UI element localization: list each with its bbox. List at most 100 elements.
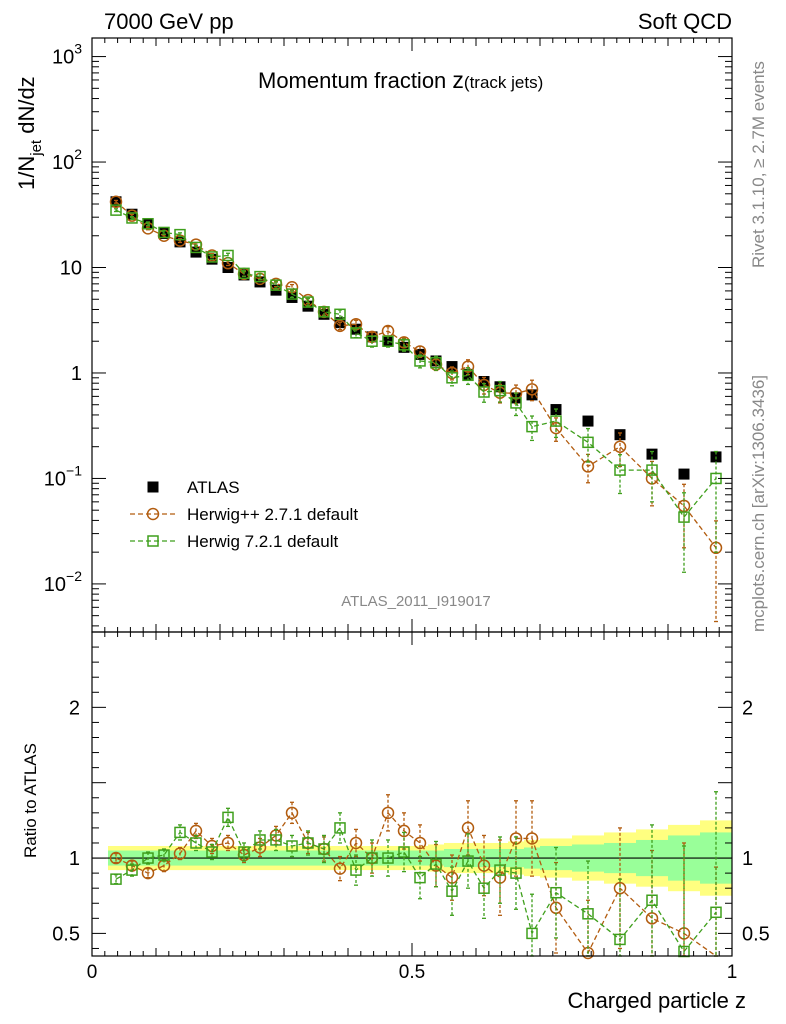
ratio-y-tick-label-1: 1 [69, 848, 80, 870]
point-herwig7-6 [206, 251, 218, 263]
ratio-y-tick-label-0: 0.5 [52, 923, 80, 945]
ratio-point-herwig7-4 [174, 826, 186, 839]
point-herwig7-31 [678, 511, 690, 523]
ratio-errbar-herwig7-20 [434, 840, 438, 888]
y-tick-label-1: 10−1 [44, 462, 82, 490]
point-herwig7-22 [462, 369, 474, 382]
legend-marker-herwig7 [147, 535, 159, 547]
ratio-errbar-herwig7-10 [274, 828, 278, 852]
point-atlas-31 [678, 468, 690, 480]
point-herwig7-18 [398, 339, 410, 351]
ratio-errbar-herwig7-13 [322, 834, 326, 864]
point-herwig7-20 [430, 357, 442, 369]
point-herwig7-26 [526, 420, 538, 433]
point-herwig7-7 [222, 249, 234, 262]
ratio-errbar-herwig7-18 [402, 831, 406, 873]
ratio-point-herwig7-11 [286, 840, 298, 852]
errbar-herwig7-30 [650, 450, 654, 503]
errbar-herwig7-26 [530, 415, 534, 442]
errbar-herwig7-12 [306, 297, 310, 307]
ratio-point-herwig7-21 [446, 885, 458, 897]
series-herwigpp [109, 195, 723, 623]
errbar-herwigpp-11 [290, 283, 294, 291]
point-herwig7-16 [366, 335, 378, 347]
point-herwigpp-26 [525, 383, 539, 396]
ratio-y-tick-label-right-2: 2 [742, 697, 753, 719]
errbar-herwig7-11 [290, 290, 294, 299]
ratio-point-herwigpp-26 [525, 832, 539, 845]
ratio-point-herwig7-32 [710, 906, 722, 919]
ratio-point-herwig7-30 [646, 894, 658, 906]
legend-item-atlas: ATLAS [147, 478, 240, 497]
ratio-point-herwig7-22 [462, 855, 474, 867]
ylabel-subscript: jet [28, 139, 45, 157]
side-label-top: Rivet 3.1.10, ≥ 2.7M events [749, 61, 768, 268]
ratio-panel-frame [91, 631, 733, 957]
main-title-text: Momentum fraction [258, 68, 452, 93]
ratio-errbar-herwig7-16 [370, 839, 374, 877]
y-tick-label-0: 10−2 [44, 568, 82, 596]
x-tick-label-1: 0.5 [399, 962, 425, 983]
x-tick-label-2: 1 [727, 962, 738, 983]
ratio-point-herwigpp-4 [173, 847, 187, 860]
ratio-errbar-herwigpp-2 [146, 867, 150, 879]
ratio-point-herwig7-5 [190, 837, 202, 849]
ratio-errbar-herwig7-23 [482, 857, 486, 919]
main-panel-ticks: 10−2 10−1 1 10 102 103 [44, 38, 733, 632]
ratio-point-herwig7-18 [398, 846, 410, 858]
point-herwigpp-14 [333, 319, 347, 333]
errbar-herwig7-0 [114, 208, 118, 213]
point-herwig7-19 [414, 355, 426, 367]
ratio-point-herwig7-20 [430, 858, 442, 870]
point-herwig7-25 [510, 397, 522, 409]
point-herwig7-5 [190, 241, 202, 254]
point-herwig7-8 [238, 267, 250, 280]
point-herwig7-0 [110, 204, 122, 216]
main-panel-data [109, 195, 723, 623]
errbar-herwig7-9 [258, 273, 262, 281]
errbar-herwigpp-14 [338, 321, 342, 331]
point-herwig7-27 [550, 415, 562, 427]
ratio-point-herwig7-3 [158, 849, 170, 861]
ratio-errbar-herwig7-8 [242, 842, 246, 862]
ylabel-prefix: 1/N [14, 156, 39, 190]
point-herwig7-28 [582, 436, 594, 449]
point-herwig7-24 [494, 384, 506, 397]
ratio-point-herwig7-28 [582, 908, 594, 920]
ratio-point-herwigpp-18 [397, 824, 411, 838]
ratio-point-herwig7-1 [126, 864, 138, 876]
ratio-point-herwig7-15 [350, 864, 362, 876]
ratio-errbar-herwig7-11 [290, 834, 294, 858]
point-herwig7-4 [174, 228, 186, 241]
main-title-variable: z [452, 67, 464, 93]
ratio-point-herwigpp-11 [285, 806, 299, 820]
ratio-point-herwig7-14 [334, 822, 346, 834]
errbar-herwig7-27 [554, 408, 558, 439]
main-title: Momentum fraction z(track jets) [258, 67, 543, 93]
ratio-point-herwigpp-29 [613, 881, 627, 895]
ratio-errbar-herwig7-26 [530, 893, 534, 957]
ratio-point-herwig7-27 [550, 886, 562, 899]
ratio-point-herwigpp-19 [413, 836, 427, 850]
point-herwig7-23 [478, 386, 490, 398]
errbar-herwig7-4 [178, 232, 182, 238]
y-tick-label-3: 10 [60, 258, 82, 280]
ratio-point-herwig7-0 [110, 873, 122, 885]
ratio-series-herwig7 [110, 791, 722, 958]
ratio-errbar-herwigpp-16 [370, 842, 374, 874]
ratio-point-herwig7-6 [206, 846, 218, 858]
point-herwig7-9 [254, 270, 266, 283]
ratio-point-herwig7-29 [614, 933, 626, 946]
ratio-errbar-herwigpp-17 [386, 794, 390, 832]
legend-marker-herwigpp [146, 507, 160, 521]
errbar-herwig7-7 [226, 252, 230, 259]
ratio-y-tick-label-right-0: 0.5 [742, 923, 770, 945]
y-tick-label-5: 103 [52, 41, 82, 69]
y-tick-label-4: 102 [52, 146, 82, 174]
legend-item-herwig7: Herwig 7.2.1 default [130, 532, 338, 551]
point-herwig7-3 [158, 226, 170, 239]
errbar-herwig7-8 [242, 270, 246, 277]
ratio-errbar-herwig7-14 [338, 812, 342, 844]
errbar-herwig7-2 [146, 221, 150, 227]
errbar-herwig7-23 [482, 383, 486, 403]
